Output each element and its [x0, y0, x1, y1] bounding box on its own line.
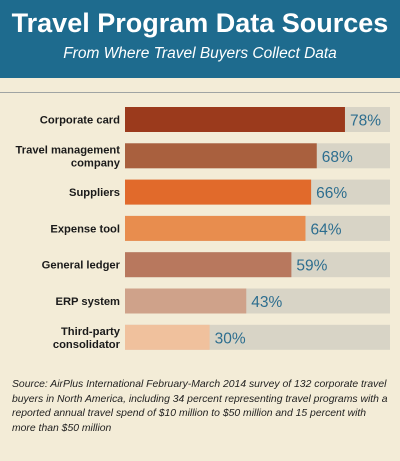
data-label: 68%: [322, 149, 353, 166]
bar: [125, 143, 317, 169]
data-label: 59%: [296, 258, 327, 275]
data-label: 43%: [251, 294, 282, 311]
chart-title: Travel Program Data Sources: [11, 8, 389, 38]
category-label: ERP system: [56, 296, 121, 308]
bar: [125, 215, 306, 241]
data-label: 64%: [310, 221, 341, 238]
bar: [125, 288, 247, 314]
bar: [125, 324, 210, 350]
category-label: Corporate card: [40, 115, 120, 127]
data-label: 78%: [350, 113, 381, 130]
category-label: Expense tool: [50, 223, 120, 235]
divider-rule: [0, 92, 400, 93]
category-label: General ledger: [42, 260, 121, 272]
category-label: Travel management: [16, 144, 121, 156]
bar: [125, 179, 312, 205]
data-label: 66%: [316, 185, 347, 202]
category-label: company: [71, 157, 121, 169]
bar: [125, 107, 345, 132]
bar: [125, 252, 292, 278]
header-banner: Travel Program Data Sources From Where T…: [0, 0, 400, 78]
bar-chart: 78% Corporate card 68% Travel managementcom…: [16, 107, 390, 351]
chart-subtitle: From Where Travel Buyers Collect Data: [63, 45, 337, 62]
category-label: Suppliers: [69, 187, 120, 199]
data-label: 30%: [215, 330, 246, 347]
category-label: consolidator: [53, 339, 121, 351]
category-label: Third-party: [61, 326, 121, 338]
source-note: Source: AirPlus International February-M…: [12, 379, 388, 434]
